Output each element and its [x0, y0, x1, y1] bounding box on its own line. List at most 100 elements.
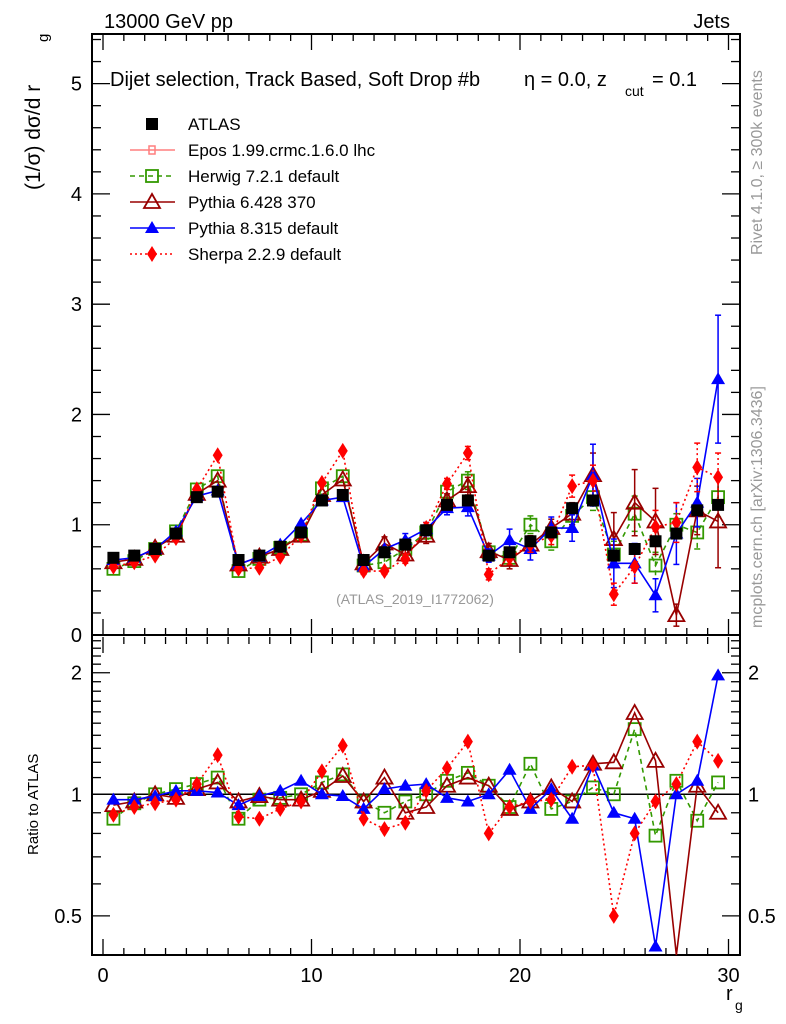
ratio-data-point [546, 791, 557, 808]
data-point [149, 542, 162, 555]
ratio-data-point [690, 813, 705, 828]
data-point [691, 504, 704, 517]
ratio-y-tick-label-right: 0.5 [748, 906, 776, 928]
ratio-data-point [356, 801, 371, 814]
series-line [113, 448, 719, 597]
ratio-data-point [669, 787, 684, 800]
ratio-data-point [562, 791, 582, 809]
plot-title: Dijet selection, Track Based, Soft Drop … [110, 69, 697, 99]
ratio-data-point [544, 782, 559, 795]
series-line [113, 473, 719, 616]
ratio-series [103, 668, 728, 956]
data-point [607, 549, 620, 562]
data-point [666, 605, 686, 623]
data-point [567, 478, 578, 495]
data-point [670, 527, 683, 540]
data-point [358, 563, 369, 580]
legend-marker [148, 145, 156, 155]
data-point [523, 517, 538, 532]
legend-marker [142, 192, 162, 209]
data-point [587, 472, 598, 489]
data-point [357, 554, 370, 567]
ratio-y-tick-label-right: 1 [748, 784, 759, 806]
ratio-data-point [565, 811, 580, 824]
ratio-data-point [606, 805, 621, 818]
ratio-data-point [442, 760, 453, 777]
data-point [107, 551, 120, 564]
main-ylabel-text: (1/σ) dσ/d r [22, 85, 45, 190]
ratio-data-point [458, 767, 478, 785]
main-ylabel-sub: g [35, 34, 52, 42]
data-point [711, 372, 726, 385]
legend-marker [145, 221, 159, 233]
data-point [625, 492, 645, 510]
data-point [586, 494, 599, 507]
ratio-data-point [462, 733, 473, 750]
ratio-data-point [254, 810, 265, 827]
ratio-data-point [314, 787, 329, 800]
ratio-data-point [650, 793, 661, 810]
data-point [606, 556, 621, 569]
data-point [692, 459, 703, 476]
legend: ATLAS Epos 1.99.crmc.1.6.0 lhc Herwig 7.2.… [130, 115, 376, 264]
series-atlas [107, 485, 725, 567]
data-point [608, 586, 619, 603]
title-sub: cut [625, 83, 644, 99]
data-point [482, 549, 495, 562]
x-tick-label: 0 [97, 965, 108, 987]
ratio-data-point [460, 794, 475, 807]
rivet-label: Rivet 4.1.0, ≥ 300k events [749, 70, 766, 255]
data-point [253, 549, 266, 562]
ratio-data-point [502, 762, 517, 775]
series-line [113, 379, 719, 598]
ratio-data-point [629, 825, 640, 842]
data-point [274, 540, 287, 553]
ratio-data-point [483, 825, 494, 842]
legend-label: Pythia 8.315 default [188, 219, 339, 238]
series-sherpa-2-2-9-default [108, 442, 724, 606]
legend-label: Epos 1.99.crmc.1.6.0 lhc [188, 141, 376, 160]
main-series [103, 314, 728, 627]
data-point [566, 502, 579, 515]
data-point [399, 538, 412, 551]
legend-marker [146, 118, 158, 130]
ratio-data-point [170, 791, 181, 808]
data-point [565, 521, 580, 534]
ratio-data-point [586, 780, 600, 795]
ratio-data-point [504, 799, 515, 816]
ratio-data-point [129, 799, 140, 816]
data-point [337, 442, 348, 459]
data-point [441, 498, 454, 511]
data-point [648, 588, 663, 601]
ratio-y-tick-label: 2 [71, 663, 82, 685]
data-point [400, 550, 411, 567]
data-point [545, 526, 558, 539]
legend-item: Sherpa 2.2.9 default [130, 245, 341, 264]
legend-label: Sherpa 2.2.9 default [188, 245, 341, 264]
ratio-data-point [337, 737, 348, 754]
ratio-data-point [627, 811, 642, 824]
title-main: Dijet selection, Track Based, Soft Drop … [110, 69, 480, 91]
ratio-data-point [210, 770, 225, 785]
xlabel-sub: g [735, 997, 743, 1013]
legend-item: Pythia 8.315 default [130, 219, 339, 238]
ratio-data-point [191, 776, 202, 793]
ratio-data-point [440, 790, 455, 803]
data-point [232, 554, 245, 567]
legend-marker [147, 246, 157, 262]
ratio-data-point [525, 793, 536, 810]
ratio-data-point [625, 703, 645, 720]
data-point [524, 535, 537, 548]
ratio-data-point [316, 763, 327, 780]
mcplots-label: mcplots.cern.ch [arXiv:1306.3436] [749, 386, 766, 628]
title-end: = 0.1 [652, 69, 697, 91]
data-point [254, 559, 265, 576]
ratio-data-point [275, 800, 286, 817]
ratio-y-tick-label: 1 [71, 784, 82, 806]
legend-item: Pythia 6.428 370 [130, 192, 316, 212]
ratio-series-pythia-8-315-default [106, 668, 726, 952]
data-point [169, 527, 182, 540]
ratio-series-line [113, 739, 719, 917]
ratio-data-point [377, 805, 392, 820]
data-point [294, 516, 309, 529]
